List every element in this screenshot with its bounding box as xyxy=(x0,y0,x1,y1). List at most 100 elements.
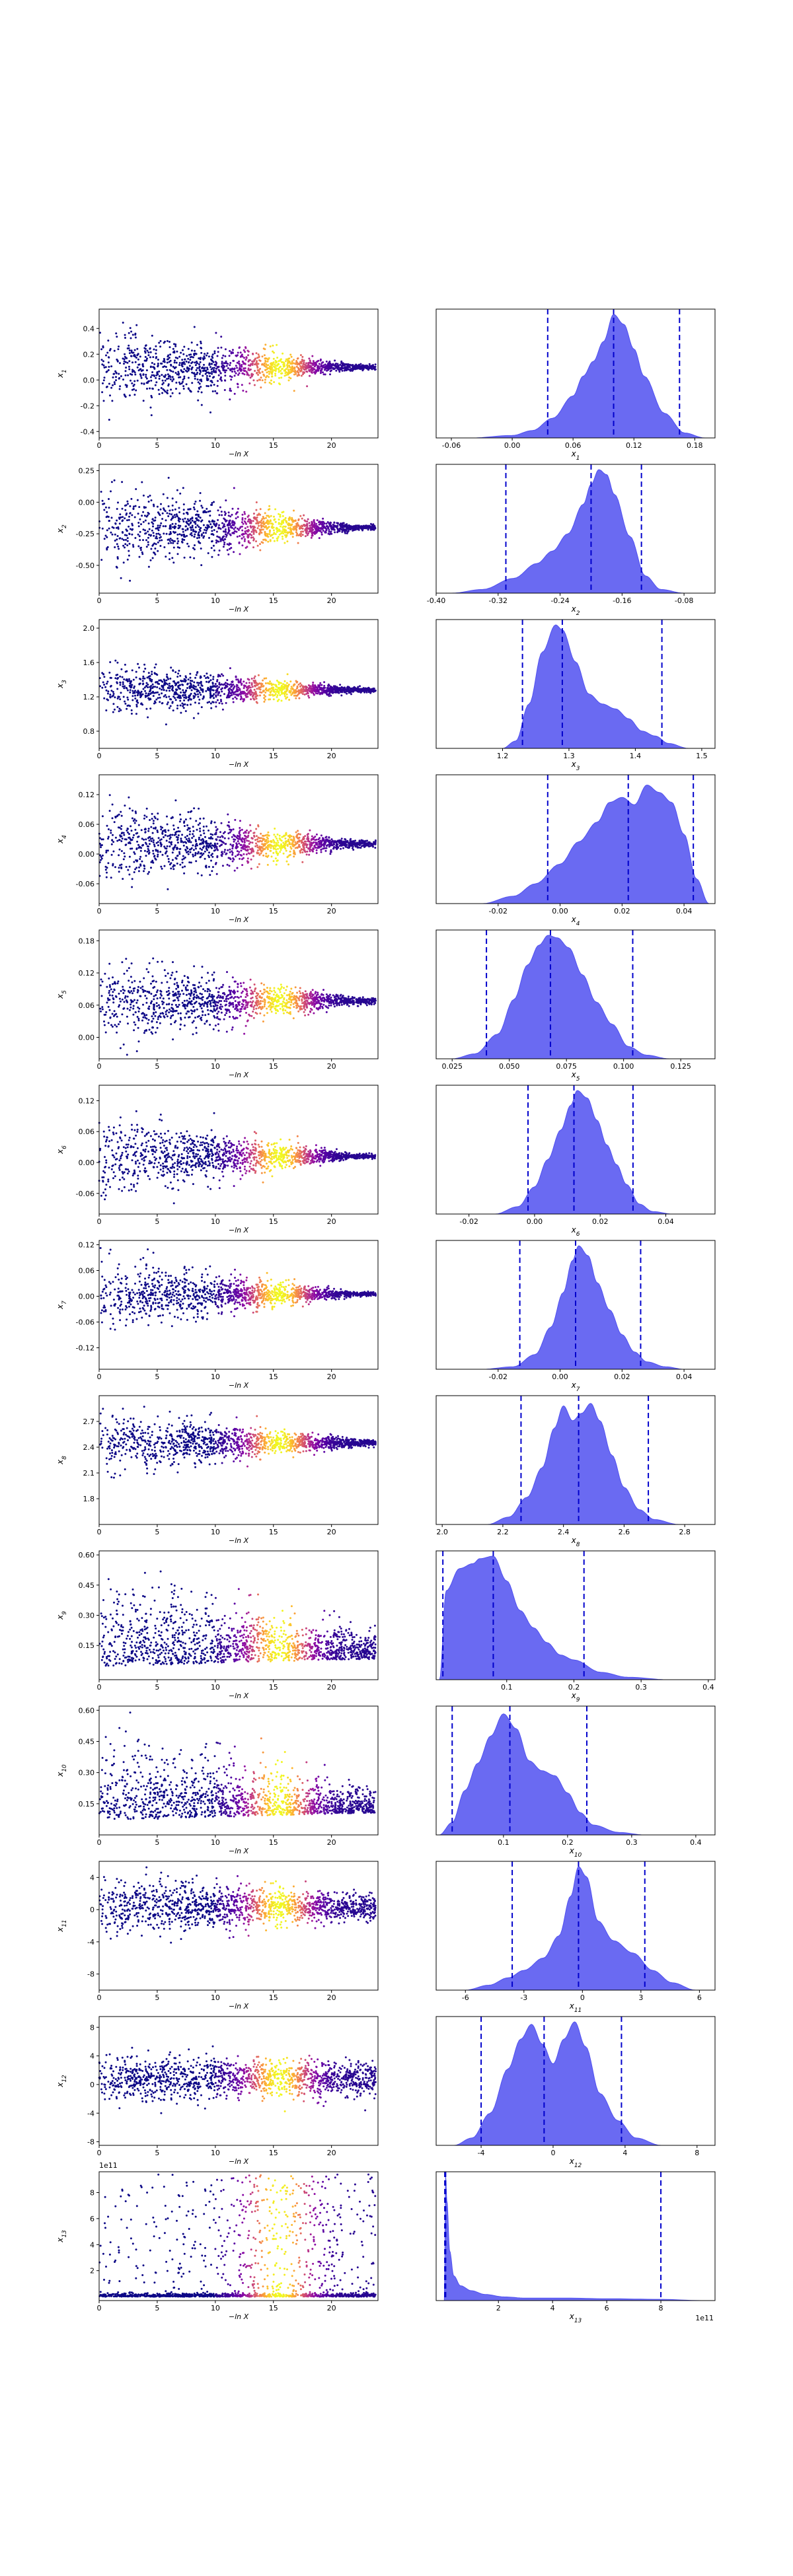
trace-point xyxy=(278,371,280,373)
trace-point xyxy=(200,361,202,363)
trace-point xyxy=(306,846,308,848)
trace-point xyxy=(224,355,226,357)
trace-point xyxy=(116,566,118,568)
trace-point xyxy=(137,702,139,704)
trace-point xyxy=(295,519,297,521)
trace-point xyxy=(303,366,305,368)
trace-point xyxy=(213,550,215,552)
x-tick-label: 15 xyxy=(269,752,278,760)
trace-point xyxy=(167,824,169,826)
x-tick-label: -0.40 xyxy=(427,596,445,605)
trace-point xyxy=(246,840,248,841)
trace-point xyxy=(178,364,180,366)
x-tick-label: 15 xyxy=(269,441,278,450)
trace-point xyxy=(128,705,130,707)
trace-point xyxy=(314,689,316,691)
trace-point xyxy=(169,552,170,554)
trace-point xyxy=(182,534,184,536)
trace-point xyxy=(244,540,246,542)
trace-point xyxy=(140,523,142,525)
trace-point xyxy=(197,400,199,402)
trace-point xyxy=(321,692,322,694)
trace-point xyxy=(374,366,376,368)
trace-point xyxy=(290,688,292,690)
trace-point xyxy=(130,528,132,530)
trace-point xyxy=(170,360,172,362)
trace-point xyxy=(288,519,290,521)
trace-point xyxy=(151,813,153,815)
x-tick-label: 5 xyxy=(155,596,159,605)
trace-point xyxy=(270,383,272,385)
trace-point xyxy=(157,533,159,535)
trace-point xyxy=(282,526,283,528)
trace-point xyxy=(236,512,238,514)
trace-point xyxy=(270,369,272,371)
trace-point xyxy=(166,378,168,380)
trace-point xyxy=(326,370,328,372)
trace-point xyxy=(222,675,224,677)
trace-point xyxy=(211,520,213,522)
trace-point xyxy=(333,528,335,530)
trace-point xyxy=(151,362,153,364)
trace-point xyxy=(282,515,284,517)
trace-point xyxy=(172,348,174,350)
trace-point xyxy=(124,517,126,519)
y-tick-label: 0.8 xyxy=(83,727,95,736)
trace-point xyxy=(277,859,279,861)
trace-point xyxy=(276,689,278,691)
trace-point xyxy=(275,365,277,367)
trace-point xyxy=(264,354,266,356)
trace-point xyxy=(102,347,104,349)
trace-point xyxy=(317,690,319,692)
trace-point xyxy=(102,682,104,684)
trace-point xyxy=(297,525,299,527)
trace-point xyxy=(150,559,152,561)
trace-point xyxy=(169,707,170,709)
trace-point xyxy=(210,679,212,681)
trace-point xyxy=(116,681,118,683)
trace-point xyxy=(287,532,289,534)
trace-point xyxy=(198,363,200,365)
trace-point xyxy=(172,376,174,378)
trace-point xyxy=(205,532,207,534)
trace-point xyxy=(172,851,174,853)
trace-point xyxy=(249,542,251,544)
trace-point xyxy=(169,558,170,560)
trace-point xyxy=(356,368,358,370)
trace-point xyxy=(354,527,356,529)
trace-point xyxy=(110,690,112,692)
trace-point xyxy=(248,515,250,517)
trace-point xyxy=(167,701,169,703)
trace-point xyxy=(137,380,139,382)
trace-point xyxy=(167,497,169,499)
trace-point xyxy=(123,834,125,836)
trace-point xyxy=(119,538,121,540)
trace-point xyxy=(333,522,335,524)
trace-point xyxy=(175,357,177,359)
trace-point xyxy=(186,371,188,373)
trace-point xyxy=(312,682,314,684)
trace-point xyxy=(336,527,338,529)
trace-point xyxy=(101,391,103,393)
trace-point xyxy=(285,371,287,373)
trace-point xyxy=(172,523,174,525)
trace-point xyxy=(227,864,229,866)
trace-point xyxy=(195,517,197,519)
trace-point xyxy=(363,846,365,848)
trace-point xyxy=(264,382,266,384)
trace-point xyxy=(237,374,239,376)
trace-point xyxy=(147,515,149,517)
trace-point xyxy=(264,378,266,380)
trace-point xyxy=(222,355,224,357)
trace-point xyxy=(232,684,234,686)
trace-point xyxy=(289,527,291,529)
trace-point xyxy=(181,359,183,361)
trace-point xyxy=(282,368,283,370)
trace-point xyxy=(256,357,258,359)
trace-point xyxy=(256,688,258,690)
trace-point xyxy=(221,688,223,690)
trace-point xyxy=(116,662,118,664)
trace-point xyxy=(321,368,323,370)
trace-point xyxy=(122,683,124,685)
trace-point xyxy=(252,694,254,696)
